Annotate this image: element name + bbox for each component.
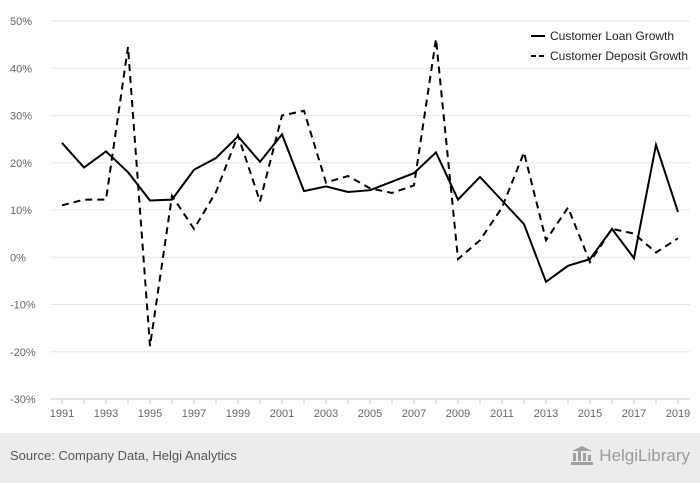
y-tick-label: -10% bbox=[10, 300, 36, 312]
data-point bbox=[433, 36, 439, 42]
data-point bbox=[257, 159, 263, 165]
data-point bbox=[477, 237, 483, 243]
data-point bbox=[543, 237, 549, 243]
data-point bbox=[389, 190, 395, 196]
data-point bbox=[389, 179, 395, 185]
x-tick-label: 2005 bbox=[358, 408, 382, 420]
data-point bbox=[565, 205, 571, 211]
x-tick-label: 2019 bbox=[666, 408, 690, 420]
y-tick-label: -30% bbox=[10, 394, 36, 406]
y-axis-ticks: 50% 40% 30% 20% 10% 0% -10% -20% -30% bbox=[10, 16, 36, 406]
x-tick-label: 2003 bbox=[314, 408, 338, 420]
y-tick-label: 50% bbox=[10, 16, 32, 28]
x-tick-label: 2009 bbox=[446, 408, 470, 420]
data-point bbox=[279, 113, 285, 119]
deposit-growth-line bbox=[61, 38, 679, 347]
x-tick-label: 2015 bbox=[578, 408, 602, 420]
data-point bbox=[279, 131, 285, 137]
library-icon bbox=[571, 446, 594, 465]
data-point bbox=[235, 132, 241, 138]
data-point bbox=[521, 221, 527, 227]
data-point bbox=[147, 343, 153, 349]
x-tick-label: 2017 bbox=[622, 408, 646, 420]
data-point bbox=[81, 164, 87, 170]
data-point bbox=[191, 226, 197, 232]
x-tick-label: 1995 bbox=[138, 408, 162, 420]
y-tick-label: 20% bbox=[10, 158, 32, 170]
legend-label: Customer Loan Growth bbox=[550, 29, 674, 43]
data-point bbox=[609, 226, 615, 232]
data-point bbox=[455, 197, 461, 203]
brand-logo[interactable]: HelgiLibrary bbox=[569, 445, 690, 467]
data-point bbox=[125, 44, 131, 50]
data-point bbox=[345, 173, 351, 179]
data-point bbox=[345, 189, 351, 195]
y-tick-label: 30% bbox=[10, 111, 32, 123]
x-tick-label: 1993 bbox=[94, 408, 118, 420]
x-tick-label: 1997 bbox=[182, 408, 206, 420]
data-point bbox=[521, 149, 527, 155]
y-tick-label: 10% bbox=[10, 205, 32, 217]
data-point bbox=[147, 198, 153, 204]
data-point bbox=[565, 263, 571, 269]
y-tick-label: 0% bbox=[10, 252, 26, 264]
x-tick-label: 2001 bbox=[270, 408, 294, 420]
data-point bbox=[103, 148, 109, 154]
y-tick-label: -20% bbox=[10, 347, 36, 359]
data-point bbox=[587, 259, 593, 265]
data-point bbox=[301, 108, 307, 114]
data-point bbox=[675, 209, 681, 215]
data-point bbox=[323, 180, 329, 186]
data-point bbox=[213, 189, 219, 195]
data-point bbox=[301, 188, 307, 194]
legend-label: Customer Deposit Growth bbox=[550, 49, 688, 63]
chart-area: 50%40%30%20%10%0%-10%-20%-30% 1991 1993 19… bbox=[10, 16, 690, 420]
data-point bbox=[433, 149, 439, 155]
data-point bbox=[213, 155, 219, 161]
brand-name: HelgiLibrary bbox=[599, 446, 690, 465]
data-point bbox=[257, 198, 263, 204]
loan-growth-line bbox=[61, 132, 679, 284]
data-point bbox=[653, 142, 659, 148]
data-point bbox=[455, 256, 461, 262]
data-point bbox=[477, 174, 483, 180]
data-point bbox=[103, 197, 109, 203]
source-note: Source: Company Data, Helgi Analytics bbox=[10, 448, 237, 463]
legend: Customer Loan Growth Customer Deposit Gro… bbox=[531, 29, 688, 63]
x-axis: 1991 1993 1995 1997 1999 2001 2003 2005 2007 2009… bbox=[50, 398, 690, 420]
data-point bbox=[367, 185, 373, 191]
gridlines bbox=[50, 20, 690, 400]
data-point bbox=[631, 231, 637, 237]
series-lines bbox=[59, 36, 681, 349]
data-point bbox=[191, 167, 197, 173]
data-point bbox=[59, 140, 65, 146]
data-point bbox=[653, 250, 659, 256]
footer: Source: Company Data, Helgi Analytics He… bbox=[0, 433, 700, 483]
x-tick-label: 1999 bbox=[226, 408, 250, 420]
y-tick-label: 40% bbox=[10, 63, 32, 75]
data-point bbox=[411, 182, 417, 188]
x-tick-label: 2011 bbox=[490, 408, 514, 420]
x-tick-label: 2007 bbox=[402, 408, 426, 420]
data-point bbox=[543, 279, 549, 285]
data-point bbox=[631, 255, 637, 261]
data-point bbox=[499, 205, 505, 211]
x-tick-label: 1991 bbox=[50, 408, 74, 420]
x-tick-label: 2013 bbox=[534, 408, 558, 420]
data-point bbox=[81, 197, 87, 203]
data-point bbox=[675, 235, 681, 241]
data-point bbox=[125, 169, 131, 175]
data-point bbox=[169, 193, 175, 199]
data-point bbox=[59, 202, 65, 208]
